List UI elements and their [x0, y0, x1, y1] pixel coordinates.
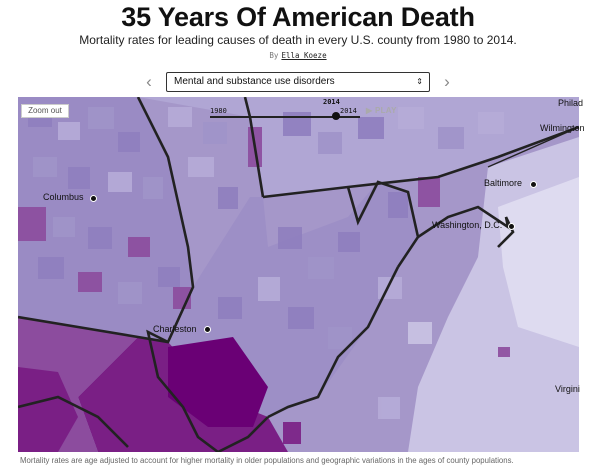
- city-label-richmond: Virgini: [555, 384, 580, 394]
- city-label-columbus: Columbus: [43, 192, 84, 202]
- slider-track[interactable]: [210, 116, 360, 118]
- city-label-wilmington: Wilmington: [540, 123, 585, 133]
- author-link[interactable]: Ella Koeze: [281, 51, 327, 60]
- footnote: Mortality rates are age adjusted to acco…: [20, 456, 514, 465]
- page-subtitle: Mortality rates for leading causes of de…: [79, 33, 517, 47]
- city-dot-washington: [508, 223, 515, 230]
- region-ohio: [18, 97, 193, 342]
- region-kentucky-dark: [18, 367, 78, 452]
- slider-knob[interactable]: [332, 112, 340, 120]
- city-dot-charleston: [204, 326, 211, 333]
- cause-select[interactable]: Mental and substance use disorders ⇕: [166, 72, 430, 92]
- slider-start-year: 1980: [210, 107, 227, 115]
- city-label-philadelphia: Philad: [558, 98, 584, 108]
- year-slider[interactable]: 1980 2014 2014 ▶ PLAY: [206, 98, 414, 124]
- chevron-right-icon[interactable]: ›: [444, 72, 450, 91]
- county-map[interactable]: [18, 97, 579, 452]
- select-caret-icon: ⇕: [416, 77, 423, 86]
- slider-current-year: 2014: [323, 98, 340, 106]
- byline: By Ella Koeze: [0, 51, 596, 60]
- chevron-left-icon[interactable]: ‹: [146, 72, 152, 91]
- city-dot-baltimore: [530, 181, 537, 188]
- slider-end-year: 2014: [340, 107, 357, 115]
- cause-select-value: Mental and substance use disorders: [174, 76, 335, 87]
- region-chesapeake: [498, 177, 579, 347]
- city-label-baltimore: Baltimore: [484, 178, 523, 188]
- county-map-svg: [18, 97, 579, 452]
- border-delaware: [487, 126, 579, 168]
- region-coalfields: [168, 337, 268, 427]
- zoom-out-button[interactable]: Zoom out: [21, 104, 69, 118]
- region-pennsylvania: [138, 97, 579, 197]
- play-button[interactable]: ▶ PLAY: [366, 106, 397, 115]
- city-label-washington: Washington, D.C.: [432, 220, 503, 230]
- byline-prefix: By: [269, 51, 279, 60]
- page-title: 35 Years Of American Death: [121, 2, 475, 32]
- city-dot-columbus: [90, 195, 97, 202]
- city-label-charleston: Charleston: [153, 324, 197, 334]
